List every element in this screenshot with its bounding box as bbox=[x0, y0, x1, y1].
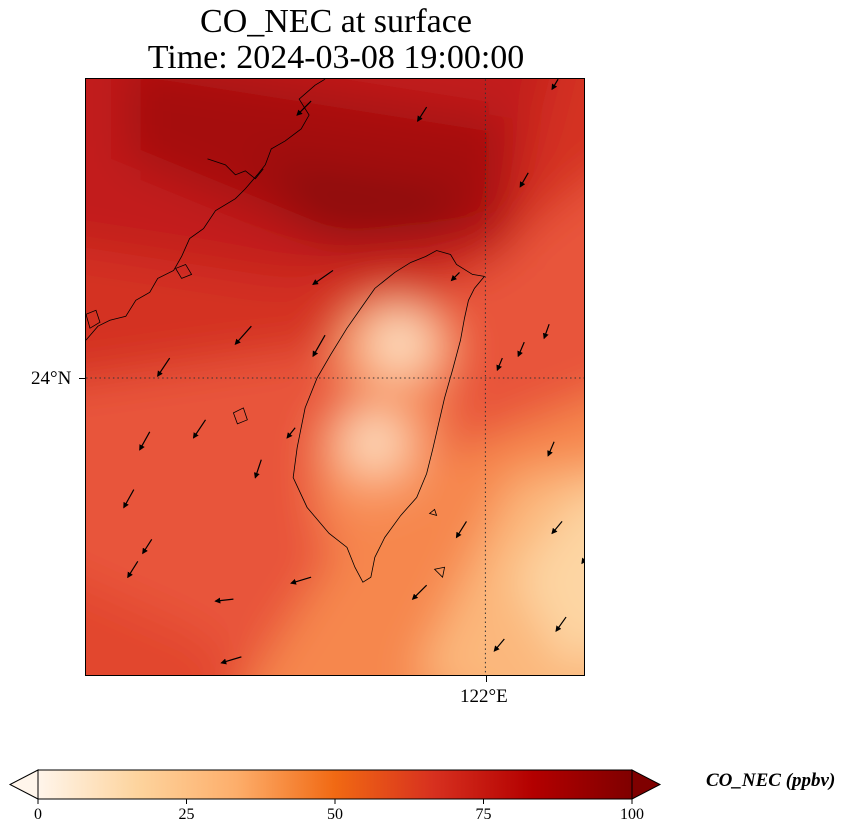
wind-arrow bbox=[192, 419, 207, 439]
wind-arrow bbox=[157, 357, 171, 377]
map-panel bbox=[85, 78, 585, 676]
wind-arrow bbox=[290, 576, 312, 585]
colorbar-tick-label: 50 bbox=[327, 806, 343, 823]
wind-arrow bbox=[417, 106, 428, 123]
wind-arrow bbox=[220, 656, 242, 665]
colorbar-tick-label: 75 bbox=[475, 806, 492, 823]
wind-arrow bbox=[519, 172, 529, 188]
wind-arrow bbox=[551, 79, 559, 91]
lat-tick-label: 24°N bbox=[31, 368, 72, 389]
colorbar-bar bbox=[37, 769, 633, 800]
wind-arrow bbox=[455, 521, 467, 539]
wind-arrow bbox=[127, 560, 139, 579]
taiwan-outline bbox=[292, 250, 486, 583]
wind-arrow bbox=[312, 334, 326, 358]
lon-tick-label: 122°E bbox=[460, 686, 508, 707]
colorbar-extend-high bbox=[631, 769, 662, 800]
colorbar bbox=[8, 769, 662, 804]
wind-arrow bbox=[547, 441, 555, 457]
wind-arrow bbox=[142, 539, 153, 555]
wind-vectors bbox=[123, 79, 584, 665]
map-svg bbox=[86, 79, 584, 675]
wind-arrow bbox=[581, 557, 584, 565]
wind-arrow bbox=[123, 489, 135, 509]
wind-arrow bbox=[411, 584, 428, 600]
plot-title-line1: CO_NEC at surface bbox=[200, 3, 472, 40]
wind-arrow bbox=[214, 597, 234, 604]
colorbar-tick-label: 25 bbox=[178, 806, 195, 823]
wind-arrow bbox=[312, 269, 334, 286]
wind-arrow bbox=[551, 521, 563, 535]
wind-arrow bbox=[234, 325, 252, 346]
wind-arrow bbox=[542, 324, 550, 340]
colorbar-tick-label: 100 bbox=[620, 806, 644, 823]
wind-arrow bbox=[286, 427, 296, 439]
wind-arrow bbox=[253, 459, 262, 479]
wind-arrow bbox=[139, 431, 151, 451]
colorbar-label: CO_NEC (ppbv) bbox=[706, 770, 836, 791]
gridlines bbox=[86, 79, 584, 675]
lat-tick-mark bbox=[79, 378, 85, 379]
wind-arrow bbox=[517, 341, 525, 358]
wind-arrow bbox=[555, 616, 567, 632]
wind-arrow bbox=[296, 100, 312, 116]
china-coastline bbox=[86, 79, 326, 341]
wind-arrow bbox=[496, 357, 503, 372]
colorbar-tick-marks bbox=[37, 799, 633, 804]
wind-arrow bbox=[450, 271, 460, 282]
lon-tick-mark bbox=[486, 676, 487, 682]
plot-title-line2: Time: 2024-03-08 19:00:00 bbox=[147, 39, 525, 76]
colorbar-extend-low bbox=[8, 769, 39, 800]
coastline bbox=[86, 79, 486, 583]
concentration-field bbox=[86, 79, 584, 675]
colorbar-tick-label: 0 bbox=[34, 806, 42, 823]
wind-arrow bbox=[493, 638, 505, 652]
